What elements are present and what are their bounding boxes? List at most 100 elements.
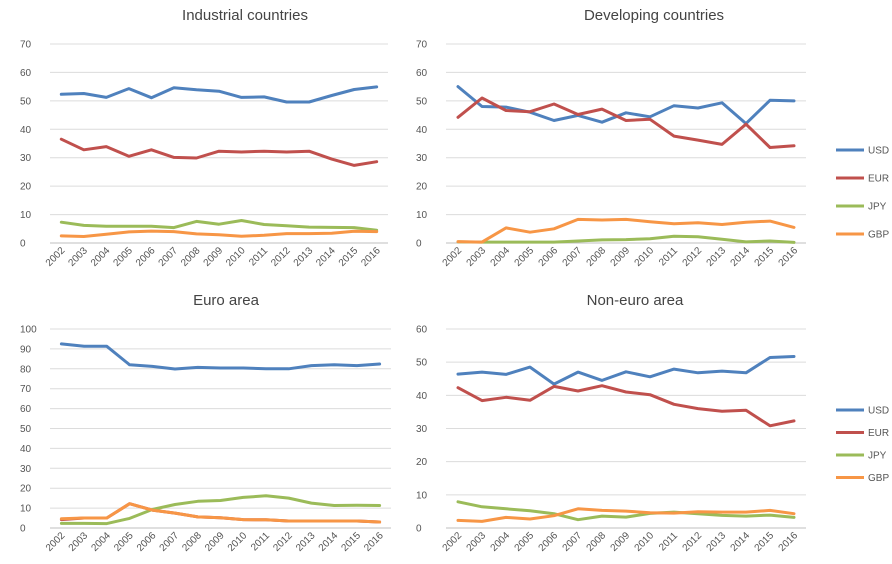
y-tick-label: 0 [20, 239, 26, 250]
series-line-usd [59, 342, 382, 371]
x-tick-label: 2005 [112, 530, 136, 554]
x-tick-label: 2003 [67, 530, 91, 554]
x-tick-label: 2012 [681, 245, 705, 269]
chart-title: Developing countries [584, 7, 724, 24]
x-tick-label: 2002 [44, 530, 68, 554]
legend-label: USD [868, 406, 889, 417]
y-tick-label: 10 [416, 210, 428, 221]
x-tick-label: 2011 [657, 530, 680, 553]
x-tick-label: 2014 [314, 245, 338, 269]
legend-label: JPY [868, 451, 887, 462]
legend: USD EUR JPY GBP [836, 146, 889, 241]
y-tick-label: 40 [20, 125, 32, 136]
legend-label: EUR [868, 428, 889, 439]
chart-title: Non-euro area [587, 292, 684, 309]
y-tick-label: 40 [20, 444, 32, 455]
x-tick-label: 2014 [317, 530, 341, 554]
x-tick-label: 2008 [585, 245, 609, 269]
y-tick-label: 30 [416, 153, 428, 164]
x-tick-label: 2003 [66, 245, 90, 269]
y-tick-label: 40 [416, 125, 428, 136]
y-tick-label: 50 [20, 96, 32, 107]
legend-label: JPY [868, 202, 887, 213]
x-tick-label: 2007 [561, 530, 585, 554]
legend-label: GBP [868, 230, 889, 241]
x-tick-label: 2010 [226, 530, 250, 554]
y-tick-label: 50 [416, 96, 428, 107]
x-tick-label: 2004 [89, 245, 113, 269]
y-tick-label: 60 [20, 404, 32, 415]
y-tick-label: 60 [20, 68, 32, 79]
series-line-eur [456, 96, 796, 149]
y-tick-label: 20 [416, 182, 428, 193]
x-tick-label: 2016 [359, 245, 383, 269]
y-tick-label: 40 [416, 391, 428, 402]
series-line-eur [59, 137, 379, 167]
y-tick-label: 20 [416, 457, 428, 468]
y-tick-label: 10 [20, 210, 32, 221]
x-tick-label: 2011 [249, 530, 272, 553]
y-tick-label: 50 [416, 358, 428, 369]
x-tick-label: 2002 [44, 245, 68, 269]
y-tick-label: 100 [20, 325, 37, 336]
x-tick-label: 2015 [337, 245, 361, 269]
y-tick-label: 30 [416, 424, 428, 435]
legend: USD EUR JPY GBP [836, 406, 889, 484]
y-tick-label: 20 [20, 484, 32, 495]
series-line-usd [59, 85, 379, 104]
x-tick-label: 2014 [729, 530, 753, 554]
y-tick-label: 10 [416, 490, 428, 501]
x-tick-label: 2013 [705, 530, 729, 554]
x-tick-label: 2008 [180, 530, 204, 554]
x-tick-label: 2006 [537, 530, 561, 554]
x-tick-label: 2016 [777, 245, 801, 269]
series-line-usd [456, 85, 796, 126]
x-tick-label: 2008 [585, 530, 609, 554]
y-tick-label: 0 [416, 239, 422, 250]
x-tick-label: 2004 [489, 530, 513, 554]
x-tick-label: 2007 [157, 245, 181, 269]
x-tick-label: 2004 [89, 530, 113, 554]
x-tick-label: 2003 [465, 530, 489, 554]
y-tick-label: 60 [416, 325, 428, 336]
x-tick-label: 2015 [753, 530, 777, 554]
series-line-gbp [456, 507, 796, 523]
chart-title: Euro area [193, 292, 260, 309]
series-line-gbp [456, 217, 796, 244]
x-tick-label: 2009 [609, 245, 633, 269]
x-tick-label: 2016 [362, 530, 386, 554]
x-tick-label: 2009 [203, 530, 227, 554]
x-tick-label: 2015 [340, 530, 364, 554]
y-tick-label: 70 [416, 40, 428, 51]
x-tick-label: 2007 [158, 530, 182, 554]
y-tick-label: 70 [20, 40, 32, 51]
x-tick-label: 2009 [202, 245, 226, 269]
x-tick-label: 2013 [292, 245, 316, 269]
y-tick-label: 30 [20, 464, 32, 475]
x-tick-label: 2005 [513, 530, 537, 554]
series-line-jpy [456, 234, 796, 244]
x-tick-label: 2012 [681, 530, 705, 554]
legend-label: GBP [868, 473, 889, 484]
x-tick-label: 2002 [441, 245, 465, 269]
x-tick-label: 2015 [753, 245, 777, 269]
series-line-usd [456, 355, 796, 386]
x-tick-label: 2008 [179, 245, 203, 269]
x-tick-label: 2004 [489, 245, 513, 269]
y-tick-label: 0 [20, 524, 26, 535]
x-tick-label: 2010 [224, 245, 248, 269]
x-tick-label: 2016 [777, 530, 801, 554]
y-tick-label: 60 [416, 68, 428, 79]
x-tick-label: 2011 [657, 245, 680, 268]
x-tick-label: 2014 [729, 245, 753, 269]
y-tick-label: 0 [416, 524, 422, 535]
series-line-gbp [59, 502, 382, 524]
x-tick-label: 2006 [537, 245, 561, 269]
series-line-eur [456, 384, 796, 428]
y-tick-label: 90 [20, 344, 32, 355]
x-tick-label: 2002 [441, 530, 465, 554]
